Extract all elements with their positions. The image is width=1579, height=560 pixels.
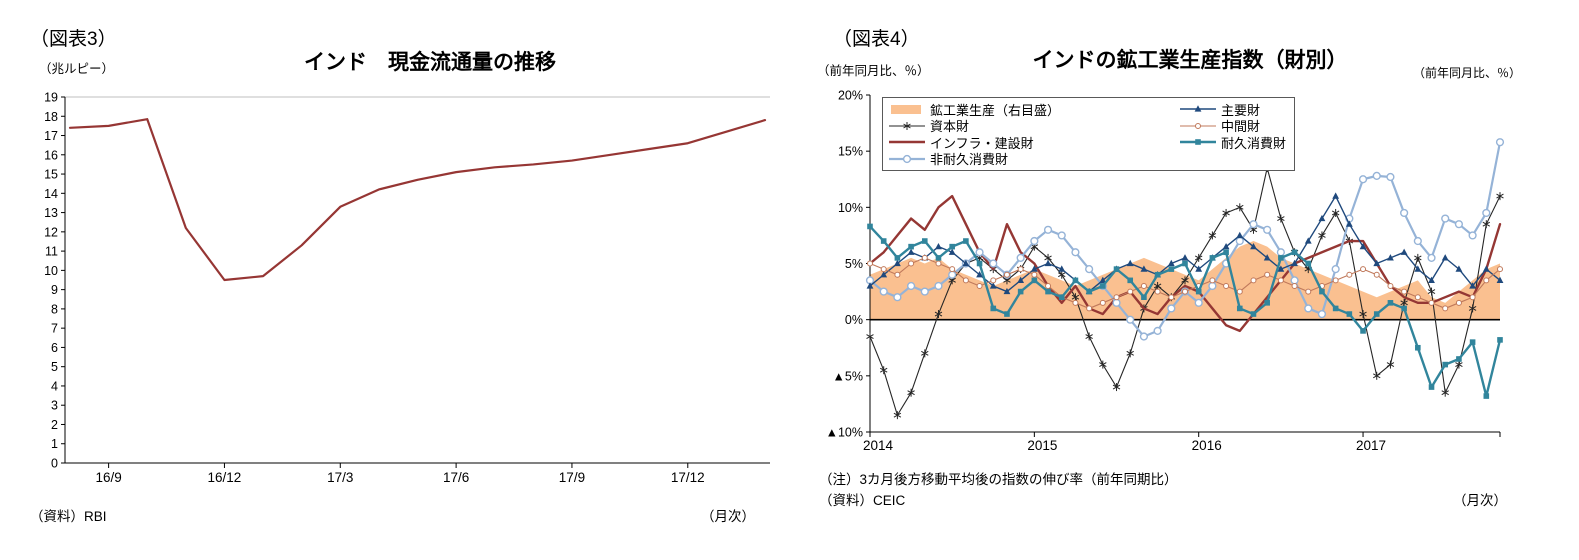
legend-label-nondurable: 非耐久消費財 [930, 152, 1009, 168]
y-tick-label: 15% [838, 145, 863, 159]
chart-b-frequency-label: （月次） [1453, 493, 1507, 508]
legend-marker-primary-icon [1180, 105, 1216, 112]
legend-item-primary: 主要財 [1178, 101, 1286, 118]
chart-a-source: （資料）RBI [30, 509, 107, 524]
y-tick-label: 9 [51, 283, 58, 297]
y-tick-label: 10% [838, 201, 863, 215]
legend-label-intermediate: 中間財 [1221, 119, 1261, 135]
chart-b-source: （資料）CEIC [819, 493, 906, 508]
legend-column: 鉱工業生産（右目盛） 資本財 インフラ・建設財 非耐久消費財 [887, 101, 1170, 167]
x-axis: 2014 2015 2016 2017 [863, 431, 1501, 453]
y-tick-label: 7 [51, 322, 58, 336]
y-tick-label: 1 [51, 437, 58, 451]
x-tick-label: 16/9 [95, 470, 121, 485]
y-tick-label: 14 [44, 187, 58, 201]
y-tick-label: 17 [44, 129, 58, 143]
y-tick-label: 12 [44, 225, 58, 239]
legend-label-capital: 資本財 [930, 119, 970, 135]
figure-label-3: （図表3） [30, 29, 117, 50]
legend-label-primary: 主要財 [1221, 102, 1261, 118]
y-tick-label: 16 [44, 148, 58, 162]
x-axis: 16/9 16/12 17/3 17/6 17/9 17/12 [65, 462, 770, 485]
legend-item-durable: 耐久消費財 [1178, 134, 1286, 151]
y-tick-label: 0% [845, 313, 863, 327]
chart-b-plot: 20% 15% 10% 5% 0% ▲5% ▲10%2014 2015 2016 2017 [826, 89, 1505, 453]
x-tick-label: 17/6 [443, 470, 469, 485]
y-tick-label: 5 [51, 360, 58, 374]
legend-marker-capital-icon [889, 121, 925, 130]
y-tick-label: 13 [44, 206, 58, 220]
figure-label-4: （図表4） [833, 29, 920, 50]
chart-b-right-axis-unit: （前年同月比、％） [1413, 66, 1522, 80]
chart-a-frequency-label: （月次） [701, 509, 755, 524]
legend-item-intermediate: 中間財 [1178, 118, 1286, 135]
series-line-cash-in-circulation [68, 118, 767, 282]
iip-by-goods-chart: （図表4） インドの鉱工業生産指数（財別） （前年同月比、％） （前年同月比、％… [815, 18, 1577, 558]
y-tick-label: 6 [51, 341, 58, 355]
y-tick-label: 5% [845, 257, 863, 271]
x-tick-label: 2017 [1356, 438, 1386, 453]
x-tick-label: 17/9 [559, 470, 585, 485]
series-markers-intermediate [867, 254, 1503, 312]
legend-column: 主要財 中間財 耐久消費財 [1178, 101, 1286, 167]
x-tick-label: 2016 [1192, 438, 1222, 453]
series-markers-nondurable [865, 138, 1505, 341]
legend-marker-nondurable-icon [889, 154, 925, 163]
cash-circulation-chart: （図表3） インド 現金流通量の推移 （兆ルピー） 0 1 2 3 4 5 6 7 8 9 10 11… [25, 18, 805, 553]
chart-a-title: インド 現金流通量の推移 [304, 51, 556, 74]
y-axis: 20% 15% 10% 5% 0% ▲5% ▲10% [826, 89, 871, 440]
y-tick-label: ▲10% [826, 426, 863, 440]
x-tick-label: 16/12 [208, 470, 242, 485]
x-tick-label: 17/12 [671, 470, 705, 485]
legend-item-nondurable: 非耐久消費財 [887, 151, 1170, 168]
y-tick-label: 4 [51, 379, 58, 393]
legend-marker-infra-icon [889, 141, 925, 144]
legend-item-infra: インフラ・建設財 [887, 134, 1170, 151]
legend-marker-intermediate-icon [1180, 122, 1216, 129]
y-tick-label: 15 [44, 168, 58, 182]
legend-item-iip: 鉱工業生産（右目盛） [887, 101, 1170, 118]
y-tick-label: ▲5% [833, 369, 863, 383]
chart-b-title: インドの鉱工業生産指数（財別） [1032, 49, 1348, 72]
legend-marker-durable-icon [1180, 139, 1216, 146]
series-line-infra [868, 194, 1502, 333]
chart-b-note: （注）3カ月後方移動平均後の指数の伸び率（前年同期比） [819, 472, 1178, 487]
x-tick-label: 2015 [1027, 438, 1057, 453]
legend-label-durable: 耐久消費財 [1221, 135, 1287, 151]
y-tick-label: 3 [51, 399, 58, 413]
y-tick-label: 2 [51, 418, 58, 432]
y-tick-label: 10 [44, 264, 58, 278]
y-tick-label: 8 [51, 302, 58, 316]
x-tick-label: 17/3 [327, 470, 353, 485]
y-tick-label: 0 [51, 457, 58, 471]
series-markers-durable [867, 223, 1503, 399]
chart-b-legend: 鉱工業生産（右目盛） 資本財 インフラ・建設財 非耐久消費財 主要財 中間財 耐久消費財 [882, 97, 1296, 171]
x-tick-label: 2014 [863, 438, 894, 453]
y-tick-label: 11 [45, 245, 58, 259]
y-tick-label: 18 [44, 110, 58, 124]
legend-marker-iip-icon [891, 105, 921, 115]
legend-label-infra: インフラ・建設財 [930, 135, 1034, 151]
y-tick-label: 20% [838, 89, 863, 103]
chart-b-left-axis-unit: （前年同月比、％） [817, 64, 930, 78]
legend-item-capital: 資本財 [887, 118, 1170, 135]
y-tick-label: 19 [44, 91, 58, 105]
legend-label-iip: 鉱工業生産（右目盛） [930, 102, 1061, 118]
chart-a-y-axis-unit: （兆ルピー） [39, 62, 115, 76]
